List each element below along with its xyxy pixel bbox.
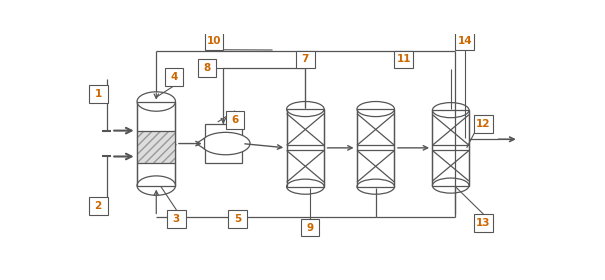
Bar	[433, 110, 469, 186]
Bar	[287, 109, 324, 187]
Bar	[287, 109, 324, 187]
Bar	[474, 214, 493, 232]
Text: 13: 13	[476, 218, 491, 228]
Bar	[226, 111, 244, 129]
Text: 8: 8	[203, 63, 211, 73]
Bar	[456, 32, 474, 50]
Bar	[197, 59, 217, 77]
Bar	[137, 102, 175, 186]
Bar	[394, 51, 413, 68]
Bar	[301, 219, 319, 237]
Bar	[204, 32, 223, 50]
Bar	[137, 102, 175, 186]
Bar	[433, 110, 469, 186]
Text: 10: 10	[207, 36, 221, 46]
Bar	[204, 124, 242, 163]
Bar	[167, 210, 186, 228]
Text: 7: 7	[302, 55, 309, 64]
Ellipse shape	[433, 178, 469, 193]
Bar	[89, 85, 108, 103]
Ellipse shape	[357, 179, 394, 194]
Text: 5: 5	[234, 214, 241, 224]
Circle shape	[201, 132, 250, 155]
Ellipse shape	[287, 102, 324, 116]
Ellipse shape	[433, 102, 469, 118]
Bar	[474, 115, 493, 133]
Bar	[296, 51, 315, 68]
Bar	[357, 109, 394, 187]
Text: 1: 1	[94, 89, 102, 99]
Bar	[137, 130, 175, 163]
Bar	[89, 197, 108, 215]
Text: 12: 12	[476, 119, 491, 129]
Bar	[165, 68, 183, 86]
Ellipse shape	[287, 179, 324, 194]
Ellipse shape	[137, 92, 175, 111]
Polygon shape	[196, 138, 204, 149]
Text: 4: 4	[171, 72, 178, 82]
Text: 9: 9	[307, 223, 313, 233]
Text: 2: 2	[94, 201, 102, 211]
Text: 11: 11	[397, 55, 411, 64]
Text: 6: 6	[232, 115, 238, 125]
Ellipse shape	[357, 102, 394, 116]
Bar	[357, 109, 394, 187]
Text: 3: 3	[173, 214, 180, 224]
Bar	[228, 210, 247, 228]
Text: 14: 14	[457, 36, 472, 46]
Ellipse shape	[137, 176, 175, 195]
